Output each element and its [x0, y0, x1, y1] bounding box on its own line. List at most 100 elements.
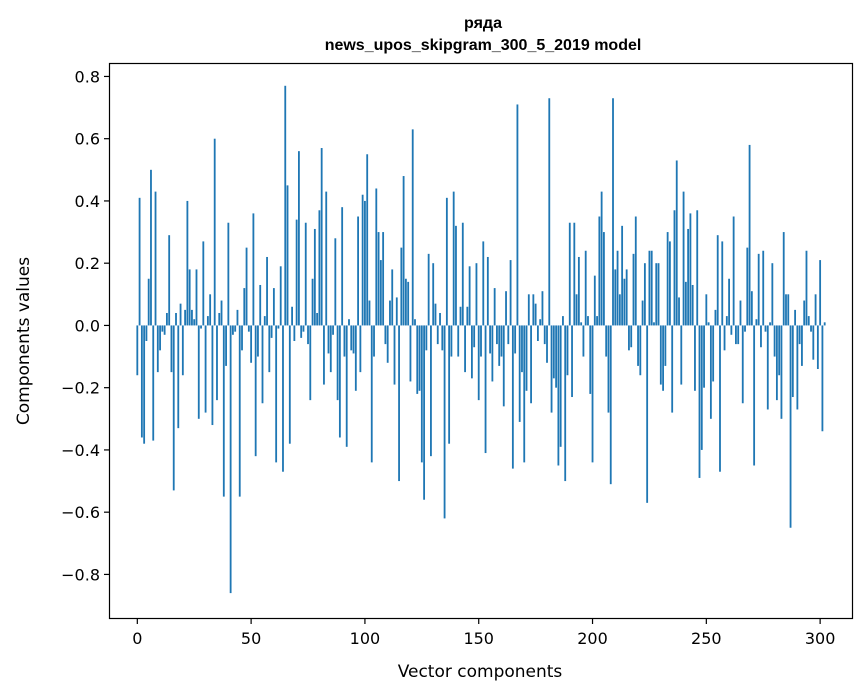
bar-214: [623, 278, 626, 326]
y-axis-label: Components values: [14, 257, 34, 425]
bar-105: [375, 188, 378, 326]
y-tick-label: 0.0: [75, 316, 100, 335]
bar-93: [348, 319, 350, 326]
bar-84: [327, 325, 330, 354]
bar-252: [709, 325, 712, 419]
bar-6: [150, 169, 152, 326]
bar-10: [159, 325, 161, 351]
bar-149: [475, 263, 478, 326]
x-tick-label: 100: [350, 629, 381, 648]
bar-83: [325, 191, 328, 326]
x-tick-label: 0: [132, 629, 142, 648]
y-tick-label: −0.6: [61, 503, 100, 522]
bar-285: [785, 294, 787, 326]
bar-54: [259, 284, 262, 326]
bar-106: [377, 232, 380, 326]
bar-42: [232, 325, 234, 335]
bar-39: [225, 325, 227, 366]
y-tick-label: −0.4: [61, 441, 100, 460]
bar-170: [523, 325, 526, 463]
bar-128: [427, 253, 430, 326]
bar-298: [814, 294, 817, 326]
bar-32: [209, 294, 212, 326]
bar-102: [368, 300, 371, 326]
bar-183: [552, 325, 555, 379]
bar-234: [669, 241, 671, 326]
bar-287: [789, 325, 792, 528]
bar-266: [741, 325, 744, 404]
bar-253: [712, 325, 715, 382]
bar-206: [605, 325, 608, 357]
bar-115: [398, 325, 400, 482]
bar-146: [468, 266, 471, 326]
bar-156: [491, 325, 494, 382]
bar-202: [596, 316, 598, 326]
bar-81: [320, 148, 323, 326]
bar-15: [170, 325, 173, 373]
bar-207: [607, 325, 610, 413]
bar-27: [197, 325, 200, 419]
bar-238: [678, 297, 680, 326]
bar-290: [796, 325, 799, 410]
bar-185: [557, 325, 560, 466]
bar-21: [184, 309, 187, 326]
bar-158: [496, 325, 498, 345]
bar-222: [641, 300, 644, 326]
bar-135: [443, 325, 446, 519]
bar-264: [737, 325, 740, 345]
bar-144: [464, 325, 466, 373]
bar-145: [466, 306, 469, 326]
bar-57: [266, 256, 268, 326]
bar-53: [257, 325, 259, 357]
bar-262: [732, 216, 735, 326]
bar-0: [136, 325, 139, 376]
bar-159: [498, 325, 501, 366]
bar-210: [614, 269, 617, 326]
bar-230: [659, 325, 662, 385]
bar-56: [263, 316, 266, 326]
bar-244: [691, 284, 694, 326]
bar-9: [156, 325, 159, 373]
x-tick-label: 200: [577, 629, 608, 648]
bar-181: [548, 98, 551, 326]
bar-203: [598, 216, 601, 326]
bar-124: [418, 325, 421, 391]
bar-229: [657, 263, 660, 326]
chart-subtitle: news_upos_skipgram_300_5_2019 model: [325, 37, 642, 54]
bar-12: [163, 325, 166, 335]
bar-143: [461, 222, 464, 326]
bar-50: [250, 325, 253, 363]
bar-26: [195, 269, 198, 326]
bar-96: [354, 325, 357, 391]
bar-286: [787, 294, 790, 326]
bar-178: [541, 291, 544, 326]
bar-232: [664, 325, 667, 366]
bar-172: [527, 294, 530, 326]
bar-122: [414, 319, 416, 326]
bar-47: [243, 288, 246, 326]
bar-104: [373, 325, 375, 357]
bar-179: [543, 325, 546, 345]
bar-147: [470, 325, 473, 379]
bar-165: [511, 325, 514, 469]
bar-219: [634, 216, 637, 326]
bar-241: [684, 281, 687, 326]
bar-208: [609, 325, 612, 485]
bar-237: [675, 160, 678, 326]
bar-113: [393, 325, 396, 385]
y-tick-label: −0.8: [61, 565, 100, 584]
bar-256: [719, 325, 721, 472]
bar-233: [666, 232, 669, 326]
bar-110: [386, 325, 389, 363]
bar-119: [407, 281, 410, 326]
bar-70: [295, 219, 298, 326]
bar-80: [318, 210, 321, 326]
bar-85: [329, 325, 332, 373]
bar-205: [603, 232, 605, 326]
bar-196: [582, 325, 585, 357]
bar-133: [439, 312, 441, 326]
bar-240: [682, 191, 685, 326]
bar-123: [416, 325, 419, 394]
bar-213: [621, 225, 624, 326]
bar-204: [600, 191, 603, 326]
